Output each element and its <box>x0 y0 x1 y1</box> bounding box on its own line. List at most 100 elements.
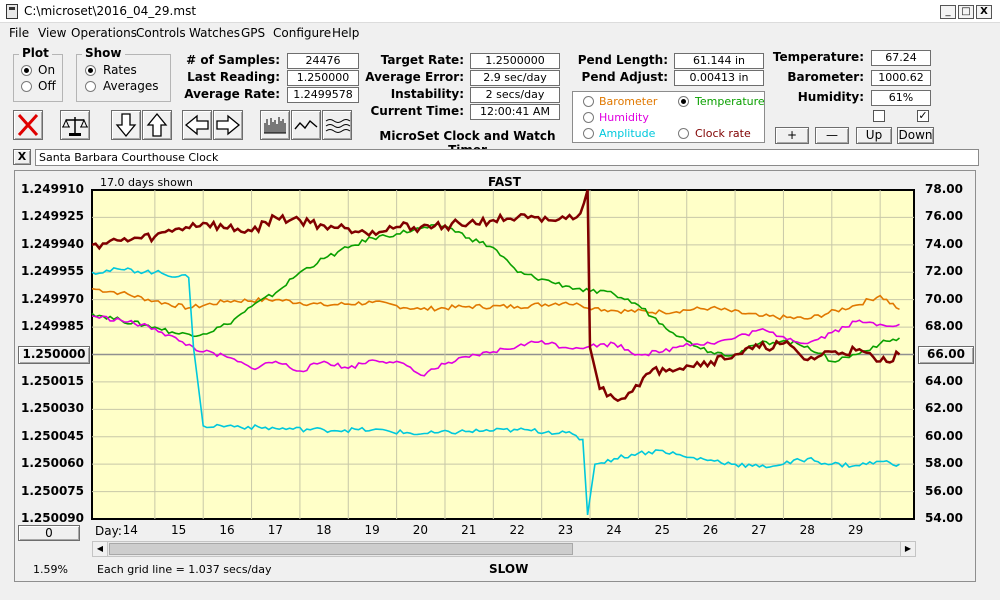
day-tick-label: 28 <box>799 523 815 537</box>
menu-operations[interactable]: Operations <box>71 26 137 40</box>
right-tick-label: 68.00 <box>925 319 963 334</box>
amplitude-radio[interactable] <box>583 128 594 139</box>
average-error-label: Average Error: <box>365 70 464 84</box>
menu-gps[interactable]: GPS <box>241 26 266 40</box>
left-tick-label: 1.249955 <box>20 264 84 279</box>
barometer-radio[interactable] <box>583 96 594 107</box>
left-checkbox[interactable] <box>873 110 885 122</box>
humidity-radio[interactable] <box>583 112 594 123</box>
instability-label: Instability: <box>390 87 464 101</box>
app-icon <box>6 4 18 19</box>
balance-button[interactable] <box>60 110 90 140</box>
bar-view-button[interactable] <box>260 110 290 140</box>
day-tick-label: 19 <box>364 523 380 537</box>
horizontal-scrollbar[interactable]: ◀ ▶ <box>92 541 916 557</box>
humidity-label: Humidity: <box>797 90 864 104</box>
clock-rate-option-label: Clock rate <box>695 127 751 140</box>
minus-button[interactable]: — <box>815 127 849 144</box>
barometer-option-label: Barometer <box>599 95 658 108</box>
left-tick-label: 1.249925 <box>20 209 84 224</box>
temperature-radio[interactable] <box>678 96 689 107</box>
series-line-2 <box>91 315 900 377</box>
left-tick-label: 1.250045 <box>20 428 84 443</box>
day-tick-label: 22 <box>509 523 525 537</box>
day-tick-label: 18 <box>316 523 332 537</box>
stop-button[interactable] <box>13 110 43 140</box>
grid-note-label: Each grid line = 1.037 secs/day <box>97 563 272 576</box>
show-group-label: Show <box>82 46 125 60</box>
day-tick-label: 14 <box>122 523 138 537</box>
humidity-value: 61% <box>871 90 931 106</box>
plot-on-radio[interactable] <box>21 65 32 76</box>
clock-rate-radio[interactable] <box>678 128 689 139</box>
up-button[interactable]: Up <box>856 127 892 144</box>
right-tick-label: 54.00 <box>925 511 963 525</box>
bar-graph-icon <box>264 117 286 134</box>
center-temp-button[interactable]: 66.00 <box>918 346 974 364</box>
barometer-value: 1000.62 <box>871 70 931 86</box>
left-tick-label: 1.250015 <box>20 373 84 388</box>
pend-adjust-value: 0.00413 in <box>674 70 764 86</box>
menu-help[interactable]: Help <box>332 26 360 40</box>
scroll-right-button[interactable] <box>213 110 243 140</box>
close-button[interactable]: X <box>976 5 992 19</box>
right-checkbox[interactable]: ✓ <box>917 109 929 122</box>
clear-notes-button[interactable]: X <box>13 149 31 165</box>
samples-label: # of Samples: <box>186 53 280 67</box>
menu-file[interactable]: File <box>9 26 30 40</box>
line-view-button[interactable] <box>291 110 321 140</box>
current-time-label: Current Time: <box>370 104 464 118</box>
zero-button[interactable]: 0 <box>18 525 80 541</box>
samples-value: 24476 <box>287 53 359 69</box>
scroll-right-arrow-icon[interactable]: ▶ <box>900 542 915 556</box>
last-reading-value: 1.250000 <box>287 70 359 86</box>
right-tick-label: 60.00 <box>925 428 963 443</box>
right-tick-label: 72.00 <box>925 264 963 279</box>
series-line-0 <box>91 287 900 321</box>
right-tick-label: 58.00 <box>925 456 963 471</box>
plus-button[interactable]: + <box>775 127 809 144</box>
left-tick-label: 1.249910 <box>20 182 84 196</box>
window-title: C:\microset\2016_04_29.mst <box>24 4 197 18</box>
scroll-up-button[interactable] <box>142 110 172 140</box>
scroll-left-button[interactable] <box>182 110 212 140</box>
balance-scale-icon <box>62 117 88 136</box>
menu-controls[interactable]: Controls <box>136 26 186 40</box>
right-tick-label: 64.00 <box>925 373 963 388</box>
maximize-button[interactable]: □ <box>958 5 974 19</box>
day-tick-label: 23 <box>557 523 574 537</box>
plot-group-label: Plot <box>19 46 52 60</box>
menu-watches[interactable]: Watches <box>189 26 240 40</box>
average-rate-value: 1.2499578 <box>287 87 359 103</box>
menu-configure[interactable]: Configure <box>273 26 332 40</box>
day-tick-label: 21 <box>461 523 477 537</box>
show-averages-radio[interactable] <box>85 81 96 92</box>
last-reading-label: Last Reading: <box>187 70 280 84</box>
down-button[interactable]: Down <box>897 127 934 144</box>
temperature-value: 67.24 <box>871 50 931 66</box>
day-tick-label: 15 <box>171 523 187 537</box>
center-rate-button[interactable]: 1.250000 <box>18 346 90 364</box>
menu-view[interactable]: View <box>38 26 67 40</box>
arrow-down-icon <box>115 113 137 138</box>
right-tick-label: 62.00 <box>925 401 963 416</box>
notes-input[interactable]: Santa Barbara Courthouse Clock <box>35 149 979 166</box>
wave-view-button[interactable] <box>322 110 352 140</box>
scrollbar-thumb[interactable] <box>109 543 573 555</box>
plot-off-radio[interactable] <box>21 81 32 92</box>
show-rates-radio[interactable] <box>85 65 96 76</box>
title-bar: C:\microset\2016_04_29.mst _ □ X <box>0 0 1000 23</box>
humidity-option-label: Humidity <box>599 111 649 124</box>
left-tick-label: 1.249985 <box>20 319 84 334</box>
minimize-button[interactable]: _ <box>940 5 956 19</box>
temperature-option-label: Temperature <box>695 95 765 108</box>
show-averages-label: Averages <box>103 79 159 93</box>
scroll-down-button[interactable] <box>111 110 141 140</box>
left-tick-label: 1.250030 <box>20 401 84 416</box>
waveform-icon <box>325 119 351 133</box>
target-rate-value: 1.2500000 <box>470 53 560 69</box>
right-tick-label: 74.00 <box>925 236 963 251</box>
slow-label: SLOW <box>489 562 529 576</box>
scroll-left-arrow-icon[interactable]: ◀ <box>93 542 108 556</box>
